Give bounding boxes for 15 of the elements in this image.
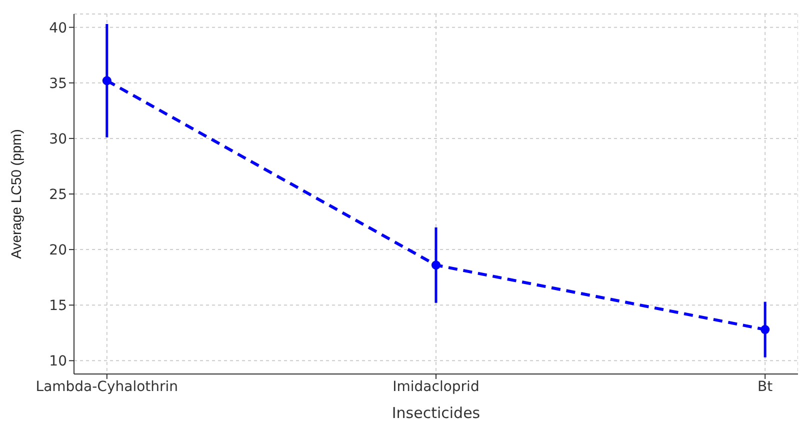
x-tick-label: Imidacloprid xyxy=(392,378,480,395)
y-tick-label: 30 xyxy=(49,131,67,148)
x-tick-label: Lambda-Cyhalothrin xyxy=(36,378,178,395)
y-tick-label: 20 xyxy=(49,242,67,259)
y-axis-title: Average LC50 (ppm) xyxy=(8,129,24,259)
y-tick-label: 10 xyxy=(49,354,67,370)
point xyxy=(102,76,112,86)
y-tick-label: 25 xyxy=(49,186,67,203)
x-axis-title: Insecticides xyxy=(392,404,480,422)
point xyxy=(431,260,441,270)
y-tick-label: 40 xyxy=(49,20,67,36)
point xyxy=(760,325,770,334)
y-tick-label: 35 xyxy=(49,76,67,92)
y-tick-label: 15 xyxy=(49,298,67,314)
x-tick-label: Bt xyxy=(758,378,774,395)
